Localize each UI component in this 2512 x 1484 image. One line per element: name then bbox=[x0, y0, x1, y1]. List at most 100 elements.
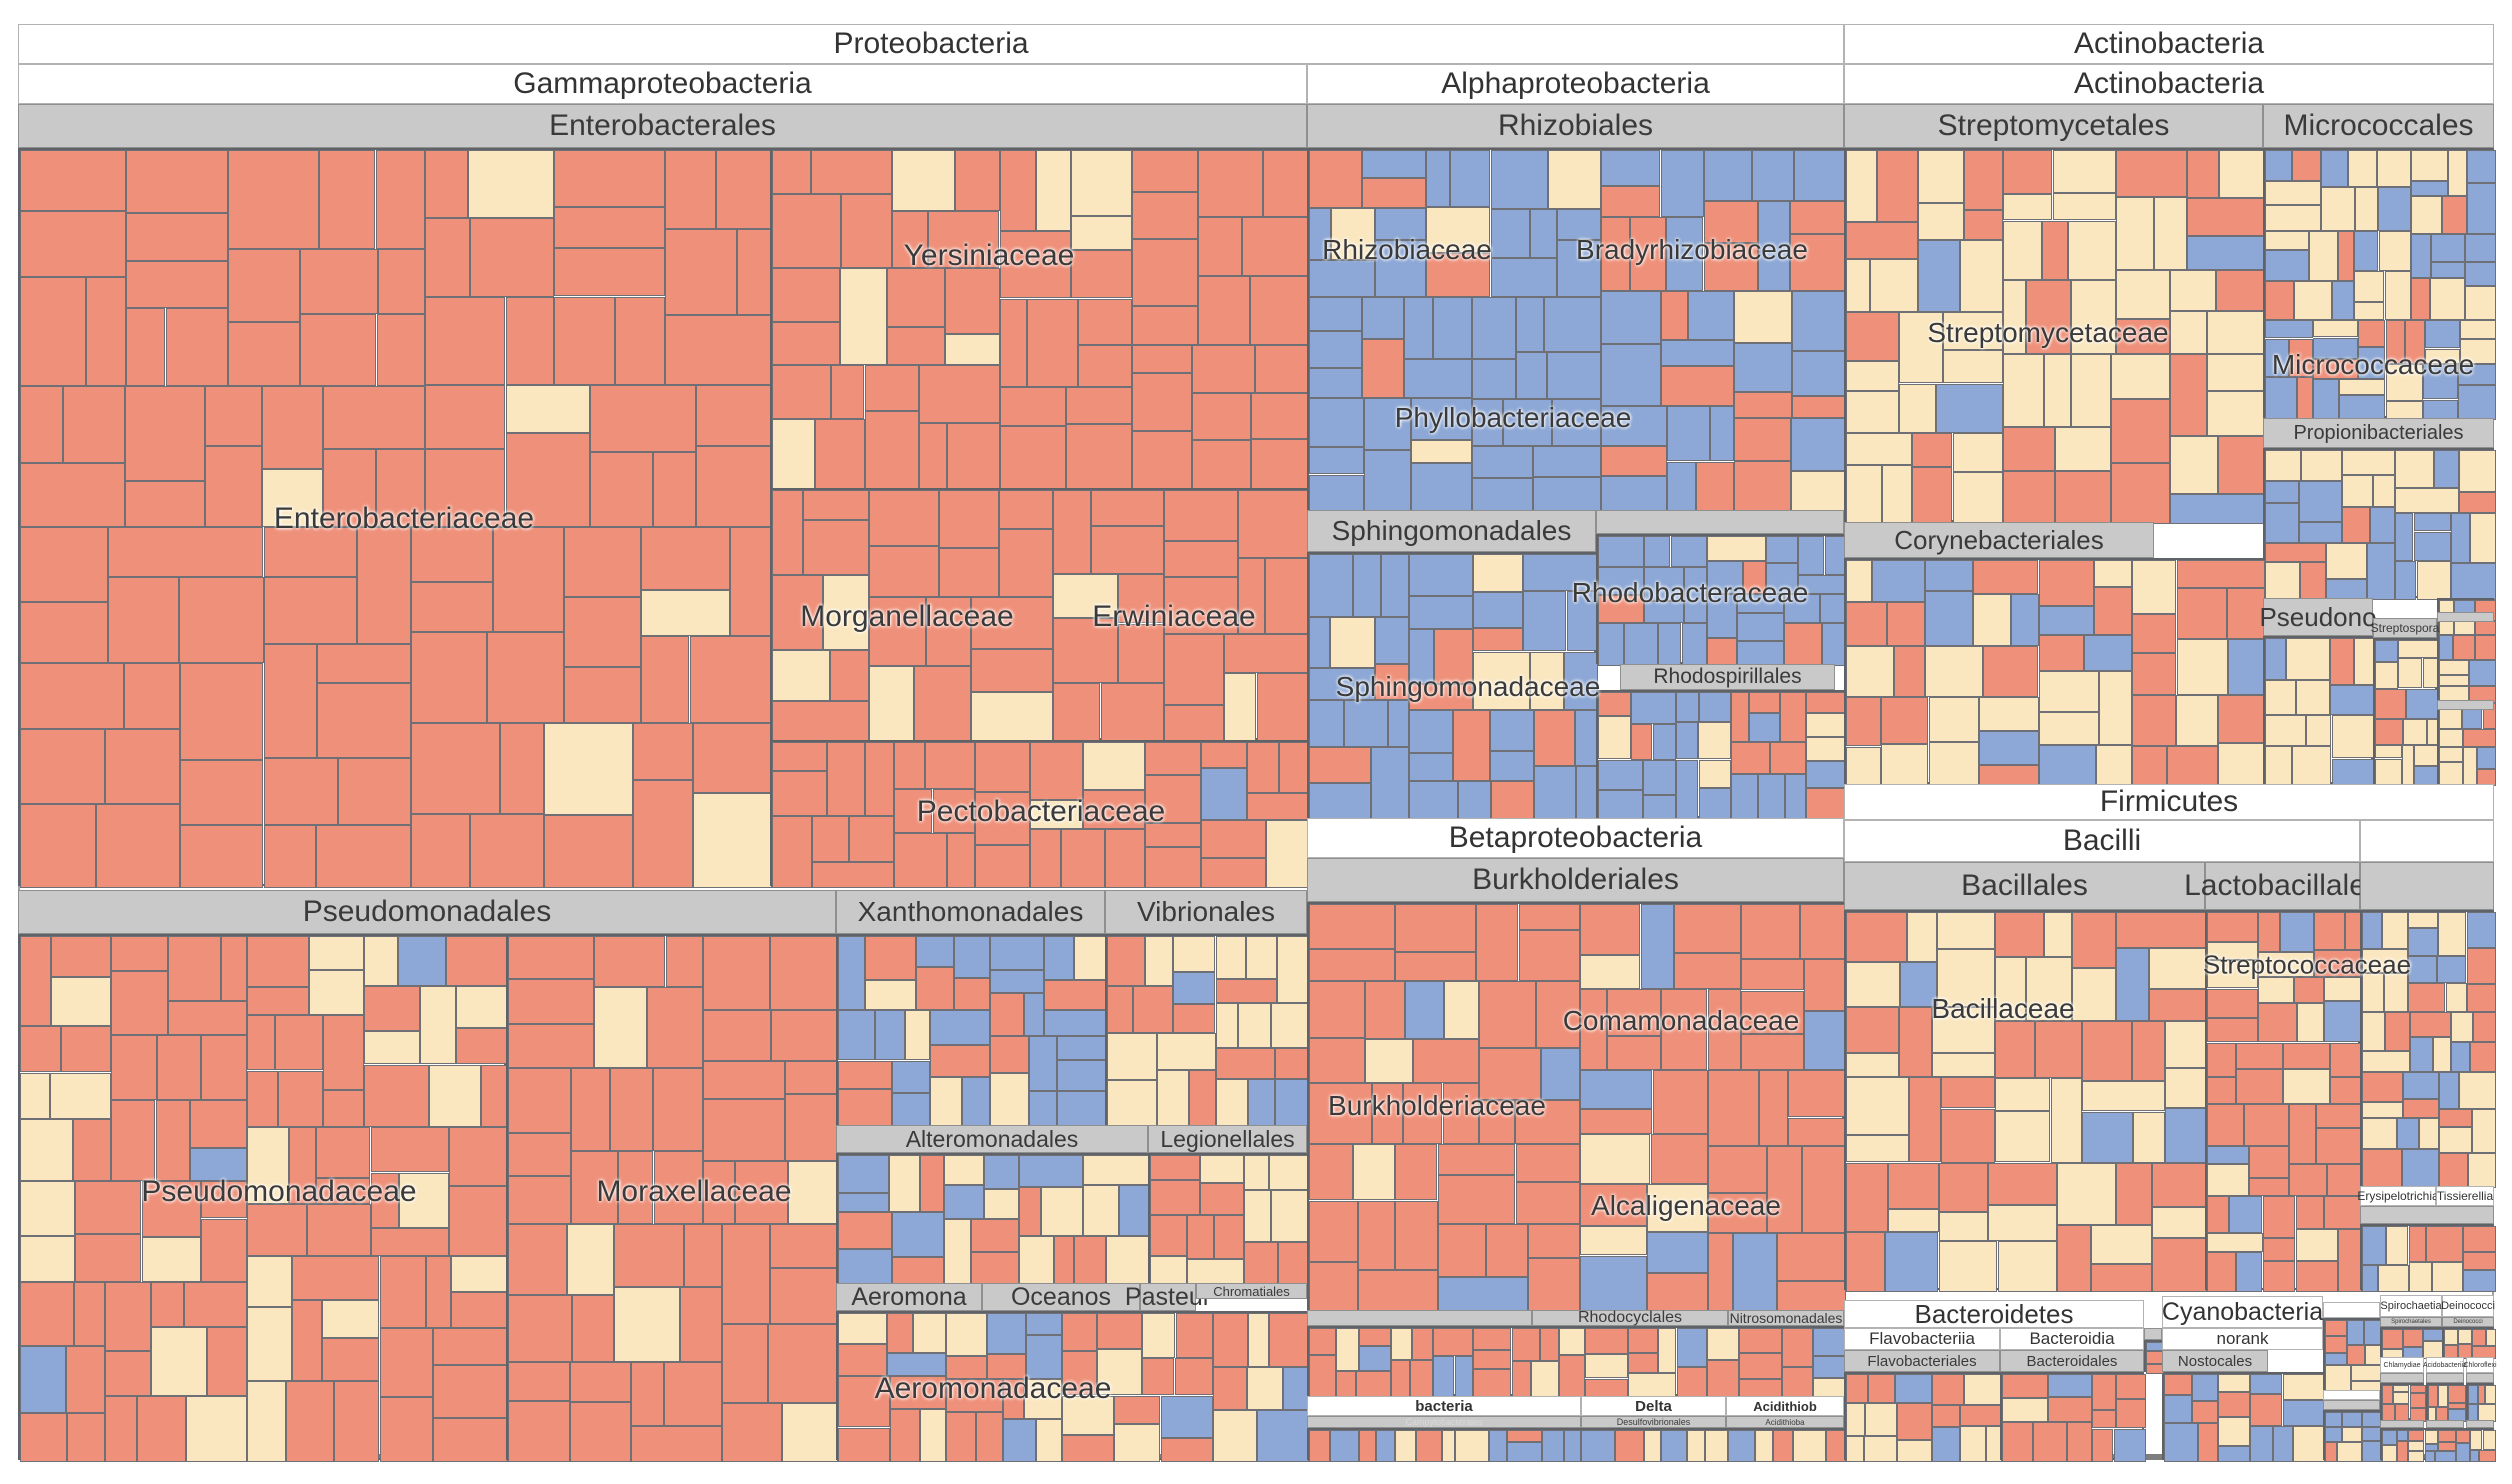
treemap-cell[interactable] bbox=[1758, 1070, 1788, 1146]
treemap-cell[interactable] bbox=[1131, 150, 1198, 192]
order-bar-unlabeled[interactable] bbox=[2144, 1328, 2162, 1340]
treemap-cell[interactable] bbox=[2038, 670, 2099, 713]
treemap-cell[interactable] bbox=[1766, 536, 1799, 563]
taxon-band-unlabeled[interactable] bbox=[2360, 820, 2494, 862]
treemap-cell[interactable] bbox=[869, 666, 915, 742]
treemap-cell[interactable] bbox=[613, 1287, 681, 1362]
treemap-cell[interactable] bbox=[2331, 714, 2375, 759]
treemap-cell[interactable] bbox=[970, 1219, 1019, 1253]
treemap-cell[interactable] bbox=[2422, 364, 2458, 400]
treemap-cell[interactable] bbox=[772, 321, 840, 366]
treemap-cell[interactable] bbox=[1403, 296, 1433, 360]
treemap-cell[interactable] bbox=[2207, 1018, 2259, 1043]
treemap-cell[interactable] bbox=[999, 230, 1071, 299]
treemap-cell[interactable] bbox=[1628, 1328, 1659, 1354]
treemap-cell[interactable] bbox=[2131, 1020, 2166, 1081]
treemap-cell[interactable] bbox=[1532, 477, 1602, 512]
treemap-cell[interactable] bbox=[2315, 1128, 2362, 1164]
treemap-cell[interactable] bbox=[838, 1193, 890, 1212]
treemap-cell[interactable] bbox=[1066, 423, 1132, 490]
treemap-cell[interactable] bbox=[322, 1090, 364, 1127]
treemap-cell[interactable] bbox=[1131, 191, 1198, 240]
treemap-cell[interactable] bbox=[887, 327, 945, 366]
treemap-cell[interactable] bbox=[105, 729, 181, 805]
treemap-cell[interactable] bbox=[1703, 150, 1752, 201]
treemap-cell[interactable] bbox=[1175, 1313, 1213, 1359]
treemap-cell[interactable] bbox=[2207, 1164, 2249, 1197]
taxon-band-unlabeled[interactable] bbox=[2323, 1390, 2380, 1400]
treemap-cell[interactable] bbox=[2324, 977, 2362, 1001]
treemap-cell[interactable] bbox=[2094, 560, 2133, 588]
treemap-cell[interactable] bbox=[2265, 230, 2309, 251]
treemap-cell[interactable] bbox=[1408, 629, 1435, 684]
treemap-cell[interactable] bbox=[1674, 952, 1742, 990]
treemap-cell[interactable] bbox=[2466, 183, 2496, 234]
treemap-cell[interactable] bbox=[1442, 1430, 1456, 1462]
treemap-cell[interactable] bbox=[1309, 1354, 1336, 1398]
treemap-cell[interactable] bbox=[892, 1256, 945, 1285]
treemap-cell[interactable] bbox=[1263, 150, 1309, 218]
treemap-cell[interactable] bbox=[263, 757, 338, 825]
order-bar-streptospora[interactable]: Streptospora bbox=[2371, 618, 2439, 638]
treemap-cell[interactable] bbox=[467, 150, 555, 218]
treemap-cell[interactable] bbox=[2338, 1228, 2362, 1292]
treemap-cell[interactable] bbox=[1846, 1374, 1868, 1403]
treemap-cell[interactable] bbox=[1107, 936, 1146, 986]
order-bar-deinococci[interactable]: Deinococci bbox=[2442, 1317, 2494, 1327]
treemap-cell[interactable] bbox=[1705, 1430, 1728, 1462]
treemap-cell[interactable] bbox=[2258, 1003, 2298, 1043]
treemap-cell[interactable] bbox=[2295, 1228, 2339, 1261]
treemap-cell[interactable] bbox=[315, 1126, 371, 1178]
treemap-cell[interactable] bbox=[2235, 1042, 2284, 1069]
treemap-cell[interactable] bbox=[1238, 557, 1266, 635]
treemap-cell[interactable] bbox=[570, 1150, 619, 1224]
treemap-cell[interactable] bbox=[263, 527, 358, 577]
treemap-cell[interactable] bbox=[2038, 745, 2097, 786]
treemap-cell[interactable] bbox=[1601, 216, 1631, 292]
treemap-cell[interactable] bbox=[1698, 787, 1731, 820]
treemap-cell[interactable] bbox=[703, 1098, 785, 1161]
treemap-cell[interactable] bbox=[2424, 1430, 2438, 1445]
treemap-cell[interactable] bbox=[2362, 972, 2385, 1013]
taxon-band-delta[interactable]: Delta bbox=[1581, 1396, 1726, 1416]
treemap-cell[interactable] bbox=[425, 150, 468, 218]
treemap-cell[interactable] bbox=[1541, 1048, 1580, 1101]
treemap-cell[interactable] bbox=[2484, 1385, 2496, 1405]
treemap-cell[interactable] bbox=[2154, 197, 2187, 271]
treemap-cell[interactable] bbox=[285, 1380, 335, 1462]
treemap-cell[interactable] bbox=[646, 987, 703, 1069]
treemap-cell[interactable] bbox=[1533, 765, 1577, 820]
treemap-cell[interactable] bbox=[999, 529, 1054, 598]
treemap-cell[interactable] bbox=[1275, 1047, 1309, 1079]
treemap-cell[interactable] bbox=[983, 1155, 1019, 1189]
order-bar-rhodospirillales[interactable]: Rhodospirillales bbox=[1620, 664, 1835, 690]
treemap-cell[interactable] bbox=[2265, 150, 2292, 181]
treemap-cell[interactable] bbox=[278, 1070, 323, 1127]
treemap-cell[interactable] bbox=[165, 308, 229, 387]
treemap-cell[interactable] bbox=[1192, 393, 1252, 440]
treemap-cell[interactable] bbox=[814, 418, 865, 490]
treemap-cell[interactable] bbox=[425, 448, 506, 527]
treemap-cell[interactable] bbox=[2460, 320, 2496, 339]
treemap-cell[interactable] bbox=[1309, 150, 1362, 208]
treemap-cell[interactable] bbox=[2132, 1111, 2166, 1163]
treemap-cell[interactable] bbox=[2115, 1162, 2152, 1225]
treemap-cell[interactable] bbox=[2431, 233, 2465, 262]
treemap-cell[interactable] bbox=[2132, 746, 2168, 786]
treemap-cell[interactable] bbox=[1157, 1070, 1189, 1127]
treemap-cell[interactable] bbox=[74, 1180, 142, 1235]
treemap-cell[interactable] bbox=[2458, 1071, 2496, 1110]
treemap-cell[interactable] bbox=[1488, 1430, 1507, 1462]
treemap-cell[interactable] bbox=[1409, 1360, 1433, 1398]
treemap-cell[interactable] bbox=[1936, 383, 2003, 433]
treemap-cell[interactable] bbox=[925, 597, 971, 667]
treemap-cell[interactable] bbox=[2082, 1080, 2166, 1112]
treemap-cell[interactable] bbox=[2218, 1417, 2251, 1446]
treemap-cell[interactable] bbox=[2405, 320, 2426, 365]
treemap-cell[interactable] bbox=[2455, 1442, 2470, 1462]
treemap-cell[interactable] bbox=[1580, 1430, 1615, 1462]
treemap-cell[interactable] bbox=[1607, 1036, 1662, 1071]
treemap-cell[interactable] bbox=[1309, 1262, 1359, 1312]
treemap-cell[interactable] bbox=[1142, 1313, 1176, 1359]
treemap-cell[interactable] bbox=[618, 1150, 654, 1224]
